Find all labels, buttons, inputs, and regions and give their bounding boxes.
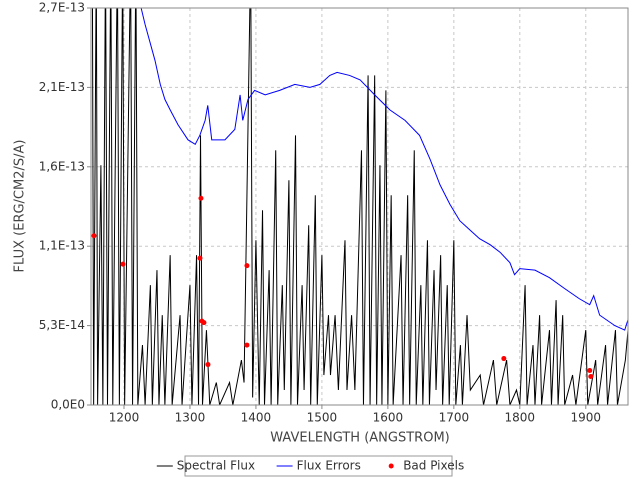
- x-tick-label: 1700: [439, 411, 470, 425]
- grid: [91, 7, 628, 406]
- legend: Spectral Flux Flux Errors Bad Pixels: [156, 459, 464, 473]
- x-tick-label: 1300: [175, 411, 206, 425]
- x-tick-label: 1800: [505, 411, 536, 425]
- bad-pixel-point: [501, 356, 507, 362]
- y-axis-title: FLUX (ERG/CM2/S/A): [13, 140, 28, 273]
- x-tick-label: 1400: [241, 411, 272, 425]
- x-tick-label: 1500: [307, 411, 338, 425]
- plot-area: [91, 8, 628, 405]
- legend-box: [184, 455, 453, 477]
- series-line: [91, 8, 628, 405]
- bad-pixel-point: [205, 362, 211, 368]
- legend-marker: [388, 463, 394, 469]
- legend-label: Bad Pixels: [403, 459, 464, 473]
- y-tick-label: 2,1E-13: [39, 80, 85, 94]
- bad-pixel-point: [91, 233, 97, 239]
- bad-pixel-point: [120, 261, 126, 267]
- axes: 0,0E0 5,3E-14 1,1E-13 1,6E-13 2,1E-13 2,7E-13…: [39, 1, 601, 425]
- legend-label: Spectral Flux: [177, 459, 255, 473]
- legend-label: Flux Errors: [297, 459, 361, 473]
- x-tick-label: 1200: [109, 411, 140, 425]
- bad-pixel-point: [201, 320, 207, 326]
- bad-pixel-point: [197, 255, 203, 261]
- bad-pixel-point: [198, 195, 204, 201]
- y-tick-label: 1,6E-13: [39, 159, 85, 173]
- y-tick-label: 1,1E-13: [39, 239, 85, 253]
- x-axis-title: WAVELENGTH (ANGSTROM): [270, 431, 449, 446]
- y-tick-label: 2,7E-13: [39, 1, 85, 15]
- x-tick-label: 1900: [571, 411, 602, 425]
- y-tick-label: 0,0E0: [51, 398, 85, 412]
- x-tick-label: 1600: [373, 411, 404, 425]
- bad-pixel-point: [588, 374, 594, 380]
- bad-pixel-point: [244, 342, 250, 348]
- series-line: [140, 8, 628, 331]
- bad-pixel-point: [244, 263, 250, 269]
- plot-frame: [90, 7, 629, 406]
- bad-pixel-point: [587, 368, 593, 374]
- y-tick-label: 5,3E-14: [39, 318, 85, 332]
